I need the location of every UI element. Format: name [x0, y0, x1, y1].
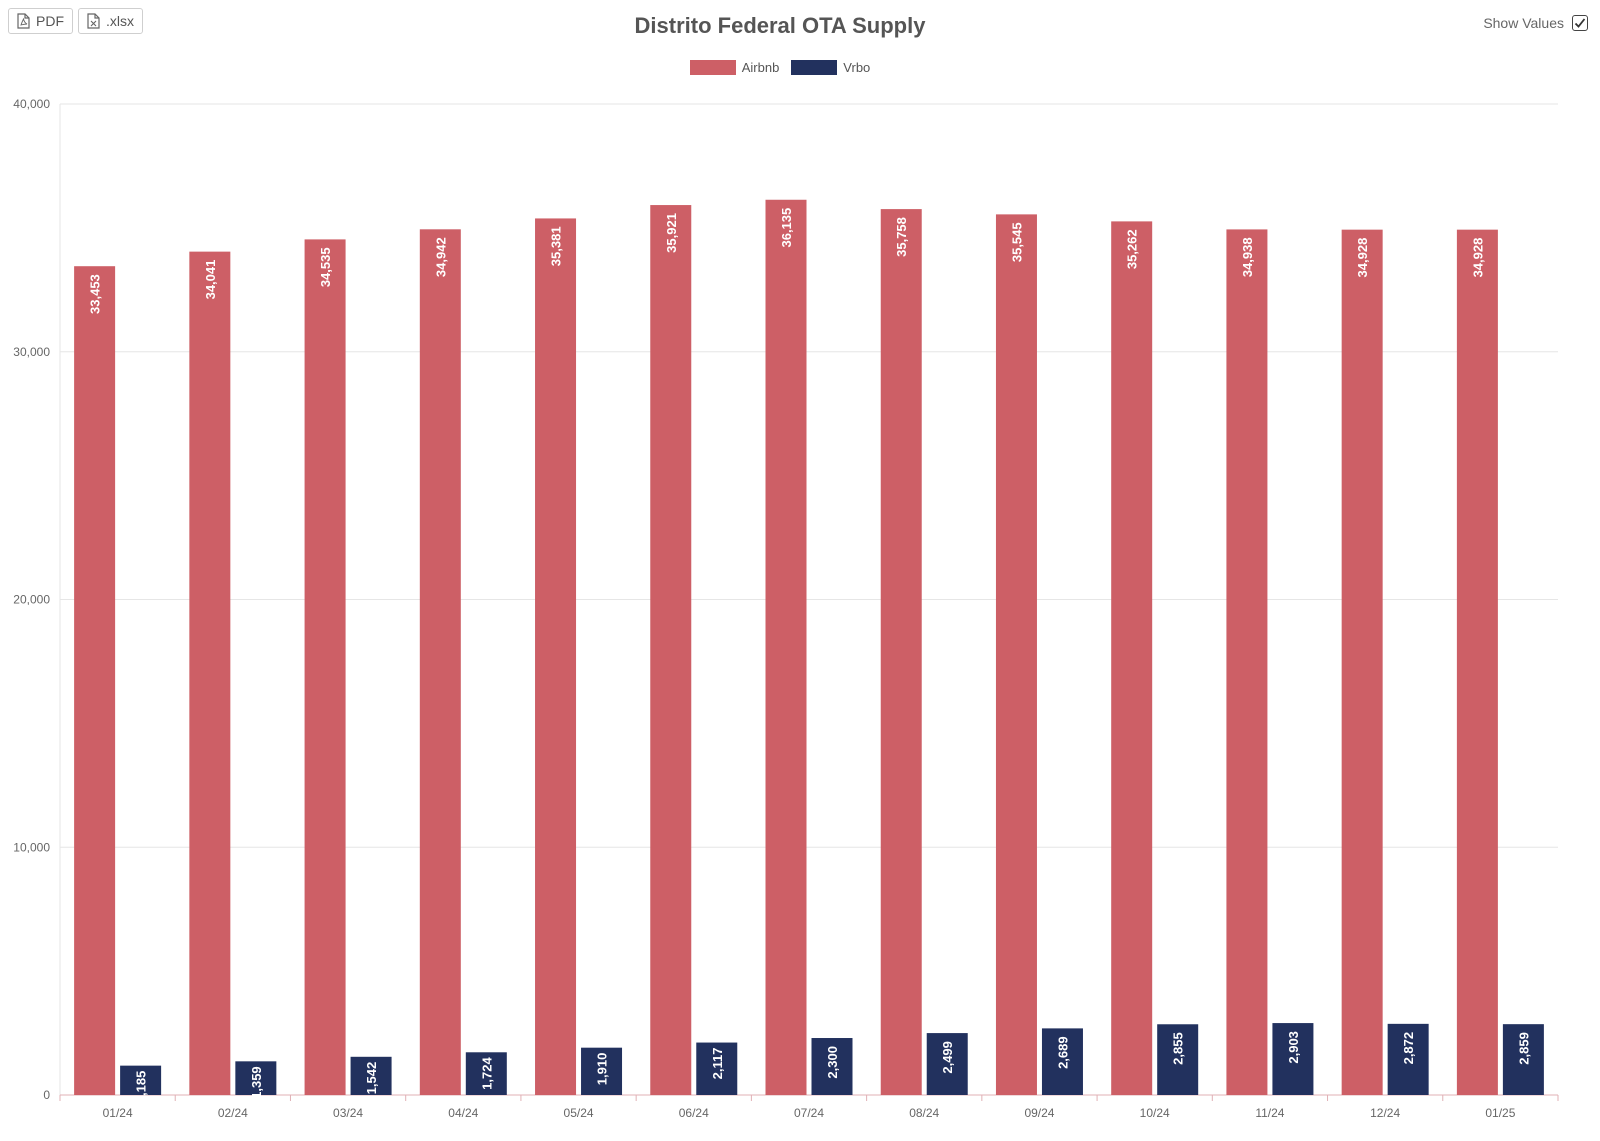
bar-airbnb: [650, 205, 692, 1095]
x-tick-label: 01/25: [1485, 1106, 1515, 1120]
spreadsheet-file-icon: [87, 13, 100, 29]
bar-airbnb: [1226, 229, 1268, 1095]
chart-title: Distrito Federal OTA Supply: [634, 13, 926, 38]
bar-vrbo: [1387, 1023, 1429, 1095]
data-label-airbnb: 34,535: [318, 247, 333, 287]
bar-vrbo: [926, 1033, 968, 1095]
y-tick-label: 30,000: [13, 345, 50, 359]
data-label-vrbo: 1,542: [364, 1062, 379, 1095]
bar-airbnb: [1111, 221, 1153, 1095]
data-label-vrbo: 2,872: [1401, 1032, 1416, 1065]
legend-item-vrbo[interactable]: Vrbo: [791, 60, 870, 75]
data-label-vrbo: 2,300: [825, 1046, 840, 1079]
show-values-checkbox[interactable]: [1572, 15, 1588, 31]
bar-vrbo: [581, 1047, 623, 1095]
bar-airbnb: [1456, 229, 1498, 1095]
bar-airbnb: [304, 239, 346, 1095]
data-label-vrbo: 1,724: [479, 1057, 494, 1090]
bar-airbnb: [995, 214, 1037, 1095]
y-tick-label: 10,000: [13, 840, 50, 854]
x-tick-label: 08/24: [909, 1106, 939, 1120]
bar-airbnb: [535, 218, 577, 1095]
data-label-airbnb: 35,381: [549, 226, 564, 266]
legend-label-airbnb: Airbnb: [741, 60, 780, 75]
bar-airbnb: [419, 229, 461, 1095]
data-label-vrbo: 2,499: [940, 1041, 955, 1074]
xlsx-export-label: .xlsx: [106, 13, 134, 29]
legend-item-airbnb[interactable]: Airbnb: [689, 60, 780, 75]
bar-vrbo: [350, 1056, 392, 1095]
x-tick-label: 06/24: [679, 1106, 709, 1120]
bar-vrbo: [235, 1061, 277, 1095]
chart-legend: Airbnb Vrbo: [0, 60, 1560, 75]
bar-vrbo: [465, 1052, 507, 1095]
x-tick-label: 11/24: [1255, 1106, 1284, 1120]
data-label-vrbo: 2,903: [1286, 1031, 1301, 1064]
show-values-label: Show Values: [1483, 15, 1564, 31]
data-label-airbnb: 35,758: [894, 217, 909, 257]
data-label-airbnb: 36,135: [779, 208, 794, 248]
x-tick-label: 09/24: [1024, 1106, 1054, 1120]
data-label-airbnb: 34,041: [203, 260, 218, 300]
bar-vrbo: [120, 1065, 162, 1095]
pdf-file-icon: [17, 13, 30, 29]
bar-airbnb: [74, 266, 116, 1096]
bar-vrbo: [1157, 1024, 1199, 1095]
legend-swatch-vrbo: [791, 60, 838, 75]
data-label-vrbo: 1,185: [134, 1071, 149, 1104]
checkmark-icon: [1574, 18, 1586, 28]
x-tick-label: 07/24: [794, 1106, 824, 1120]
data-label-vrbo: 1,359: [249, 1066, 264, 1099]
x-tick-label: 02/24: [218, 1106, 248, 1120]
data-label-airbnb: 34,938: [1240, 237, 1255, 277]
data-label-airbnb: 35,545: [1009, 222, 1024, 262]
bar-vrbo: [1041, 1028, 1083, 1095]
x-tick-label: 12/24: [1370, 1106, 1400, 1120]
data-label-vrbo: 2,117: [710, 1048, 725, 1080]
bar-airbnb: [765, 199, 807, 1095]
data-label-airbnb: 34,942: [433, 237, 448, 277]
pdf-export-label: PDF: [36, 13, 64, 29]
x-tick-label: 03/24: [333, 1106, 363, 1120]
bar-vrbo: [811, 1038, 853, 1095]
xlsx-export-button[interactable]: .xlsx: [78, 8, 143, 34]
bar-airbnb: [880, 209, 922, 1095]
x-tick-label: 01/24: [103, 1106, 133, 1120]
data-label-airbnb: 35,921: [664, 213, 679, 253]
data-label-airbnb: 34,928: [1470, 238, 1485, 278]
data-label-airbnb: 33,453: [88, 274, 103, 314]
show-values-toggle[interactable]: Show Values: [1483, 15, 1588, 31]
data-label-airbnb: 35,262: [1125, 229, 1140, 269]
data-label-vrbo: 1,910: [595, 1053, 610, 1086]
y-tick-label: 20,000: [13, 593, 50, 607]
bar-vrbo: [696, 1042, 738, 1095]
legend-swatch-airbnb: [689, 60, 736, 75]
data-label-vrbo: 2,689: [1055, 1036, 1070, 1069]
pdf-export-button[interactable]: PDF: [8, 8, 73, 34]
bar-airbnb: [1341, 229, 1383, 1095]
data-label-vrbo: 2,855: [1171, 1032, 1186, 1065]
legend-label-vrbo: Vrbo: [843, 60, 871, 75]
x-tick-label: 10/24: [1140, 1106, 1170, 1120]
x-tick-label: 04/24: [448, 1106, 478, 1120]
bar-airbnb: [189, 251, 231, 1096]
data-label-vrbo: 2,859: [1516, 1032, 1531, 1065]
y-tick-label: 0: [43, 1088, 50, 1102]
y-tick-label: 40,000: [13, 97, 50, 111]
x-tick-label: 05/24: [564, 1106, 594, 1120]
data-label-airbnb: 34,928: [1355, 238, 1370, 278]
bar-vrbo: [1502, 1024, 1544, 1095]
bar-vrbo: [1272, 1023, 1314, 1095]
